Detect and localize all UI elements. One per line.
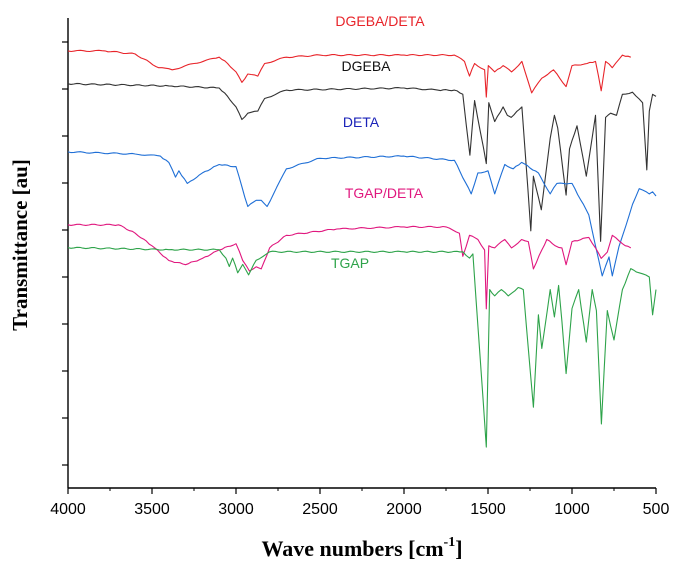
series-line-dgeba-deta (67, 49, 631, 98)
x-tick-label-2500: 2500 (302, 501, 338, 518)
series-labels: DGEBA/DETA DGEBA DETA TGAP/DETA TGAP (331, 13, 425, 271)
series-line-deta (67, 151, 657, 277)
x-axis-title: Wave numbers [cm-1] (261, 535, 462, 561)
x-axis-title-main: Wave numbers [cm (261, 536, 443, 561)
x-tick-label-1000: 1000 (554, 501, 590, 518)
series-line-dgeba (67, 82, 657, 242)
x-tick-label-500: 500 (643, 501, 670, 518)
series-line-tgap-deta (67, 223, 632, 310)
x-tick-label-3000: 3000 (218, 501, 254, 518)
y-axis-title: Transmittance [au] (8, 159, 32, 331)
x-tick-label-3500: 3500 (134, 501, 170, 518)
x-axis-title-sup: -1 (444, 535, 456, 550)
series-label-dgeba-deta: DGEBA/DETA (335, 13, 425, 29)
series-label-tgap: TGAP (331, 255, 369, 271)
series-label-dgeba: DGEBA (341, 58, 391, 74)
series-label-deta: DETA (343, 114, 380, 130)
x-tick-label-2000: 2000 (386, 501, 422, 518)
series-group (67, 49, 657, 448)
x-tick-label-1500: 1500 (470, 501, 506, 518)
x-axis-title-close: ] (455, 536, 462, 561)
axes: 4000 3500 3000 2500 2000 1500 1000 500 (50, 18, 669, 518)
series-line-tgap (67, 246, 657, 448)
series-label-tgap-deta: TGAP/DETA (345, 185, 424, 201)
x-tick-label-4000: 4000 (50, 501, 86, 518)
